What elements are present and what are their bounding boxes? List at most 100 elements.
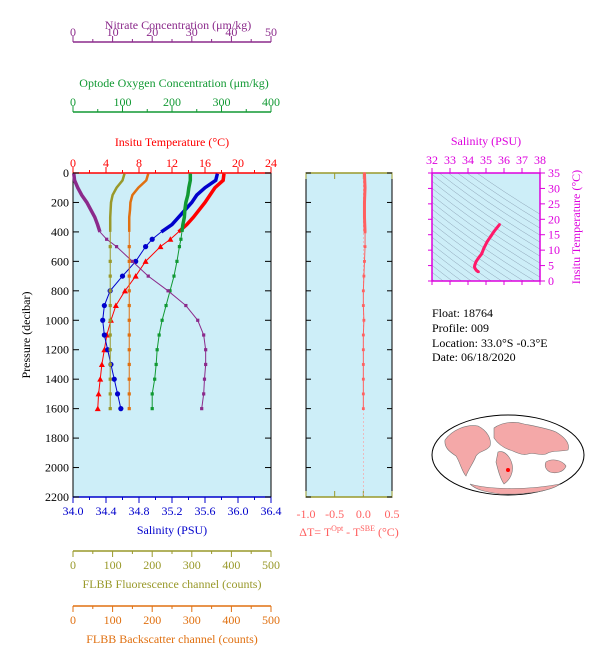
backscatter-point (127, 274, 131, 278)
delta-t-plot-area (305, 172, 393, 498)
oxygen-point (157, 333, 161, 337)
temperature-tick-label: 12 (166, 156, 178, 170)
ts-salinity-axis: Salinity (PSU) 32 33 34 35 36 37 38 (426, 134, 546, 285)
temperature-tick-label: 16 (199, 156, 211, 170)
delta-t-tick-label: -0.5 (325, 507, 344, 521)
map-land (444, 422, 569, 495)
temperature-point (98, 361, 105, 367)
pressure-axis-title: Pressure (decibar) (19, 292, 33, 379)
density-contour (432, 215, 524, 281)
ts-y-tick-label: 0 (548, 274, 554, 288)
pressure-tick-label: 1200 (45, 343, 69, 357)
ts-point (489, 234, 493, 238)
delta-t-tick-label: 0.0 (356, 507, 371, 521)
float-location-marker (506, 468, 510, 472)
density-contour (432, 271, 444, 281)
density-contour (432, 229, 503, 281)
density-contour (432, 187, 540, 264)
fluorescence-point (108, 348, 112, 352)
ts-y-tick-label: 5 (548, 259, 554, 273)
temperature-point (94, 405, 101, 412)
backscatter-axis-title: FLBB Backscatter channel (counts) (86, 632, 258, 646)
ts-y-tick-label: 15 (548, 228, 560, 242)
salinity-tick-label: 36.0 (228, 504, 249, 518)
delta-t-point (362, 318, 366, 322)
oxygen-tick-label: 0 (70, 95, 76, 109)
oxygen-point (177, 245, 182, 249)
nitrate-tick-label: 20 (146, 25, 158, 39)
nitrate-point (184, 303, 188, 308)
fluorescence-upper-profile (108, 173, 126, 232)
ts-x-tick-label: 35 (480, 153, 492, 167)
backscatter-point (127, 289, 131, 293)
pressure-tick-label: 0 (63, 166, 69, 180)
nitrate-tick-label: 10 (107, 25, 119, 39)
fluorescence-point (108, 377, 112, 381)
backscatter-axis: FLBB Backscatter channel (counts) 0 100 20… (70, 605, 280, 646)
salinity-upper-profile (160, 173, 220, 234)
oxygen-axis-title: Optode Oxygen Concentration (μm/kg) (79, 76, 268, 90)
fluorescence-tick-label: 0 (70, 558, 76, 572)
nitrate-tick-label: 0 (70, 25, 76, 39)
nitrate-point (202, 392, 206, 396)
temperature-point (112, 302, 119, 309)
pressure-tick-label: 1400 (45, 372, 69, 386)
ts-point (498, 223, 501, 226)
salinity-point (143, 244, 149, 250)
delta-t-tick-label: 0.5 (385, 507, 400, 521)
density-contour (432, 180, 540, 257)
temperature-axis-title: Insitu Temperature (°C) (115, 135, 229, 149)
salinity-point (114, 391, 121, 397)
profile-date: Date: 06/18/2020 (432, 350, 516, 364)
backscatter-tick-label: 500 (262, 613, 280, 627)
fluorescence-point (108, 259, 112, 263)
pressure-tick-label: 2200 (45, 490, 69, 504)
salinity-point (101, 332, 107, 338)
oxygen-point (150, 392, 154, 396)
ts-x-tick-label: 37 (516, 153, 528, 167)
delta-t-axis: ΔT= TOpt - TSBE (°C) -1.0 -0.5 0.0 0.5 (297, 172, 400, 539)
ts-point (477, 270, 480, 274)
delta-t-point (362, 274, 366, 278)
nitrate-point (105, 237, 109, 241)
nitrate-point (202, 333, 206, 337)
nitrate-point (202, 377, 207, 381)
backscatter-point (127, 303, 131, 308)
ts-y-tick-label: 25 (548, 197, 560, 211)
fluorescence-point (108, 274, 112, 278)
temperature-tick-label: 8 (136, 156, 142, 170)
ts-point (474, 260, 478, 263)
oxygen-point (175, 259, 179, 263)
density-contour (432, 257, 463, 281)
backscatter-tick-label: 200 (143, 613, 161, 627)
ts-x-tick-label: 32 (426, 153, 438, 167)
salinity-point (111, 376, 117, 382)
density-contour (432, 243, 482, 281)
backscatter-point (127, 407, 131, 411)
location: Location: 33.0°S -0.3°E (432, 336, 548, 350)
temperature-tick-label: 0 (70, 156, 76, 170)
temperature-upper-profile (177, 173, 226, 234)
delta-t-point (361, 304, 365, 307)
density-contour (432, 208, 536, 281)
fluorescence-tick-label: 400 (222, 558, 240, 572)
salinity-point (100, 317, 106, 323)
fluorescence-tick-label: 200 (143, 558, 161, 572)
salinity-point (119, 273, 126, 279)
fluorescence-tick-label: 300 (183, 558, 201, 572)
fluorescence-point (108, 245, 112, 249)
delta-t-point (361, 289, 365, 293)
oxygen-point (153, 377, 157, 381)
backscatter-tick-label: 0 (70, 613, 76, 627)
backscatter-point (127, 348, 131, 352)
delta-t-point (361, 348, 365, 352)
nitrate-tick-label: 50 (265, 25, 277, 39)
pressure-tick-label: 1000 (45, 313, 69, 327)
nitrate-axis-title: Nitrate Concentration (μm/kg) (105, 18, 251, 32)
salinity-point (118, 406, 124, 412)
pressure-tick-label: 400 (51, 225, 69, 239)
density-contour (476, 173, 540, 215)
fluorescence-point (108, 392, 112, 396)
density-contour (457, 173, 540, 229)
